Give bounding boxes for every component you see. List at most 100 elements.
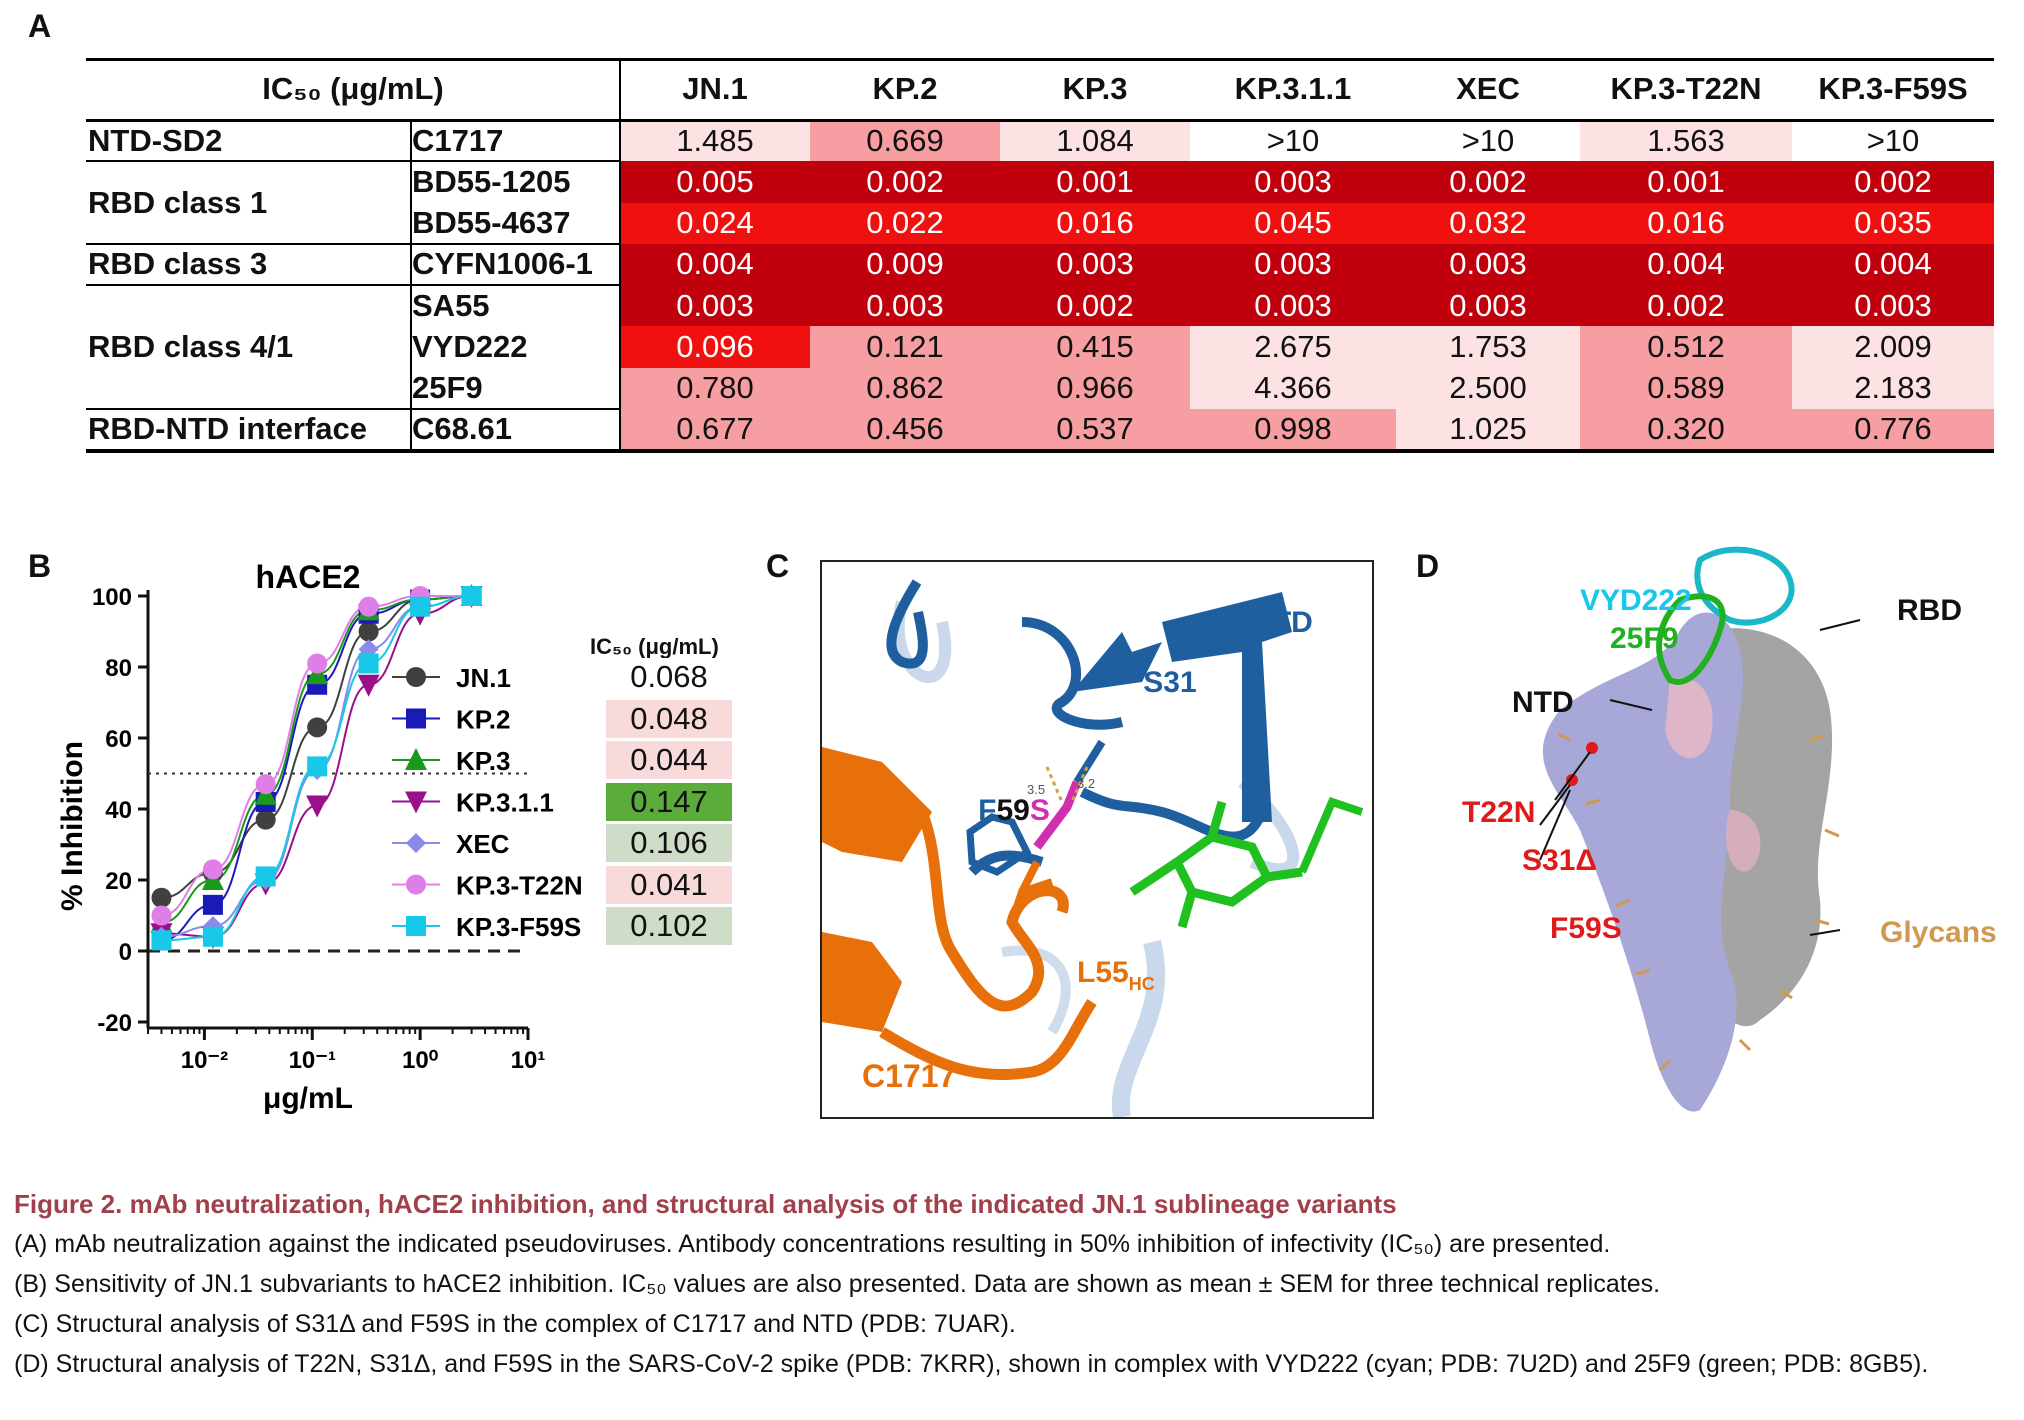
ntd-ribbon-2 xyxy=(1021,617,1124,730)
structure-c-image: 3.5 3.2 NTD S31 F59S L55HC C1717 xyxy=(822,579,1364,1117)
panel-label-b: B xyxy=(28,548,52,584)
antibody-label: VYD222 xyxy=(412,328,528,364)
spike-pink-patch-1 xyxy=(1665,678,1713,759)
column-header: KP.3 xyxy=(1062,71,1128,106)
table-cell: 0.003 xyxy=(1396,285,1580,327)
data-point xyxy=(307,653,328,674)
table-cell: 0.320 xyxy=(1580,408,1792,450)
figure-caption: Figure 2. mAb neutralization, hACE2 inhi… xyxy=(14,1184,2010,1384)
ic50-value: 0.147 xyxy=(606,782,732,821)
glycan-branches xyxy=(1129,800,1303,929)
table-cell: 0.001 xyxy=(1580,161,1792,203)
table-cell: 0.005 xyxy=(620,161,810,203)
column-header: KP.2 xyxy=(872,71,938,106)
table-rule xyxy=(86,58,1994,61)
legend-label: KP.3-F59S xyxy=(456,912,581,942)
y-tick-label: 60 xyxy=(105,726,132,753)
table-cell: >10 xyxy=(1396,120,1580,162)
series-line xyxy=(161,595,472,899)
table-cell: 0.035 xyxy=(1792,202,1994,244)
y-tick-label: 100 xyxy=(92,584,132,611)
data-point xyxy=(410,596,431,617)
table-cell: 0.456 xyxy=(810,408,1000,450)
table-cell: 2.183 xyxy=(1792,367,1994,409)
legend-label: KP.3 xyxy=(456,746,510,776)
table-cell: 0.537 xyxy=(1000,408,1190,450)
antibody-label: BD55-1205 xyxy=(412,163,571,199)
data-point xyxy=(306,795,329,818)
f25f9-ribbon xyxy=(1656,593,1726,685)
glycan-tail xyxy=(1298,797,1364,874)
ic50-value: 0.041 xyxy=(606,865,732,904)
data-point xyxy=(202,916,223,937)
data-point xyxy=(358,596,379,617)
legend-label: JN.1 xyxy=(456,663,511,693)
antibody-label: BD55-4637 xyxy=(412,205,571,241)
phe-ring xyxy=(966,813,1032,876)
table-rule xyxy=(86,160,620,163)
data-point xyxy=(405,791,427,814)
table-cell: 0.032 xyxy=(1396,202,1580,244)
legend-label: KP.3-T22N xyxy=(456,871,583,901)
table-cell: 1.753 xyxy=(1396,326,1580,368)
data-point xyxy=(202,894,223,915)
s31-stick xyxy=(1073,739,1106,785)
table-cell: 1.563 xyxy=(1580,120,1792,162)
group-label: RBD class 3 xyxy=(88,246,268,282)
data-point xyxy=(151,930,172,951)
legend-label: XEC xyxy=(456,829,510,859)
table-cell: 1.084 xyxy=(1000,120,1190,162)
data-point xyxy=(307,717,328,738)
table-cell: 0.024 xyxy=(620,202,810,244)
antibody-label: 25F9 xyxy=(412,370,483,406)
chart-svg: hACE2 -20 0 20 40 60 80 100 10⁻² 10⁻¹ 10⁰ 10¹ JN.1… xyxy=(56,559,583,1115)
table-cell: 0.862 xyxy=(810,367,1000,409)
column-header: KP.3-T22N xyxy=(1610,71,1762,106)
x-tick-label: 10⁰ xyxy=(402,1047,439,1074)
s31-label: S31 xyxy=(1143,666,1196,699)
data-point xyxy=(406,874,426,895)
ic50-value: 0.068 xyxy=(606,658,732,696)
table-cell: 1.485 xyxy=(620,120,810,162)
s31-callout xyxy=(1539,784,1571,826)
table-cell: 0.003 xyxy=(1190,285,1396,327)
caption-c: (C) Structural analysis of S31Δ and F59S… xyxy=(14,1310,1016,1338)
group-label: NTD-SD2 xyxy=(88,122,223,158)
t22n-callout xyxy=(1554,751,1591,801)
table-cell: 0.022 xyxy=(810,202,1000,244)
table-cell: 0.003 xyxy=(810,285,1000,327)
table-cell: 0.003 xyxy=(620,285,810,327)
glycan-sticks xyxy=(1557,732,1840,1072)
hbond-dashes xyxy=(1045,766,1089,803)
table-cell: 0.998 xyxy=(1190,408,1396,450)
table-cell: 0.003 xyxy=(1190,243,1396,285)
table-cell: 4.366 xyxy=(1190,367,1396,409)
caption-title: Figure 2. mAb neutralization, hACE2 inhi… xyxy=(14,1189,1397,1219)
ntd-sheet-2 xyxy=(1162,592,1292,822)
spike-pink-patch-2 xyxy=(1726,810,1761,872)
table-rule xyxy=(86,284,620,286)
y-tick-label: 80 xyxy=(105,655,132,682)
table-rule xyxy=(410,120,412,450)
table-cell: 0.045 xyxy=(1190,202,1396,244)
data-point xyxy=(406,916,426,936)
table-cell: 0.003 xyxy=(1396,243,1580,285)
ntd-sheet-1 xyxy=(1072,632,1162,692)
table-cell: 0.004 xyxy=(1580,243,1792,285)
data-point xyxy=(255,866,276,887)
f59s-label: F59S xyxy=(978,794,1050,827)
x-axis-label: μg/mL xyxy=(263,1082,353,1115)
legend-label: KP.3.1.1 xyxy=(456,788,554,818)
data-point xyxy=(151,887,172,908)
y-tick-label: 0 xyxy=(119,939,132,966)
table-cell: 0.589 xyxy=(1580,367,1792,409)
table-rule xyxy=(86,242,620,245)
table-cell: 0.776 xyxy=(1792,408,1994,450)
f25f9-label: 25F9 xyxy=(1610,622,1678,655)
f59s-callout xyxy=(1539,789,1571,861)
table-rule xyxy=(86,407,620,410)
chart-title: hACE2 xyxy=(256,559,361,595)
hace2-inhibition-chart: hACE2 -20 0 20 40 60 80 100 10⁻² 10⁻¹ 10⁰ 10¹ JN.1… xyxy=(0,540,800,1135)
table-cell: 0.966 xyxy=(1000,367,1190,409)
glycans-label: Glycans xyxy=(1880,916,1997,949)
